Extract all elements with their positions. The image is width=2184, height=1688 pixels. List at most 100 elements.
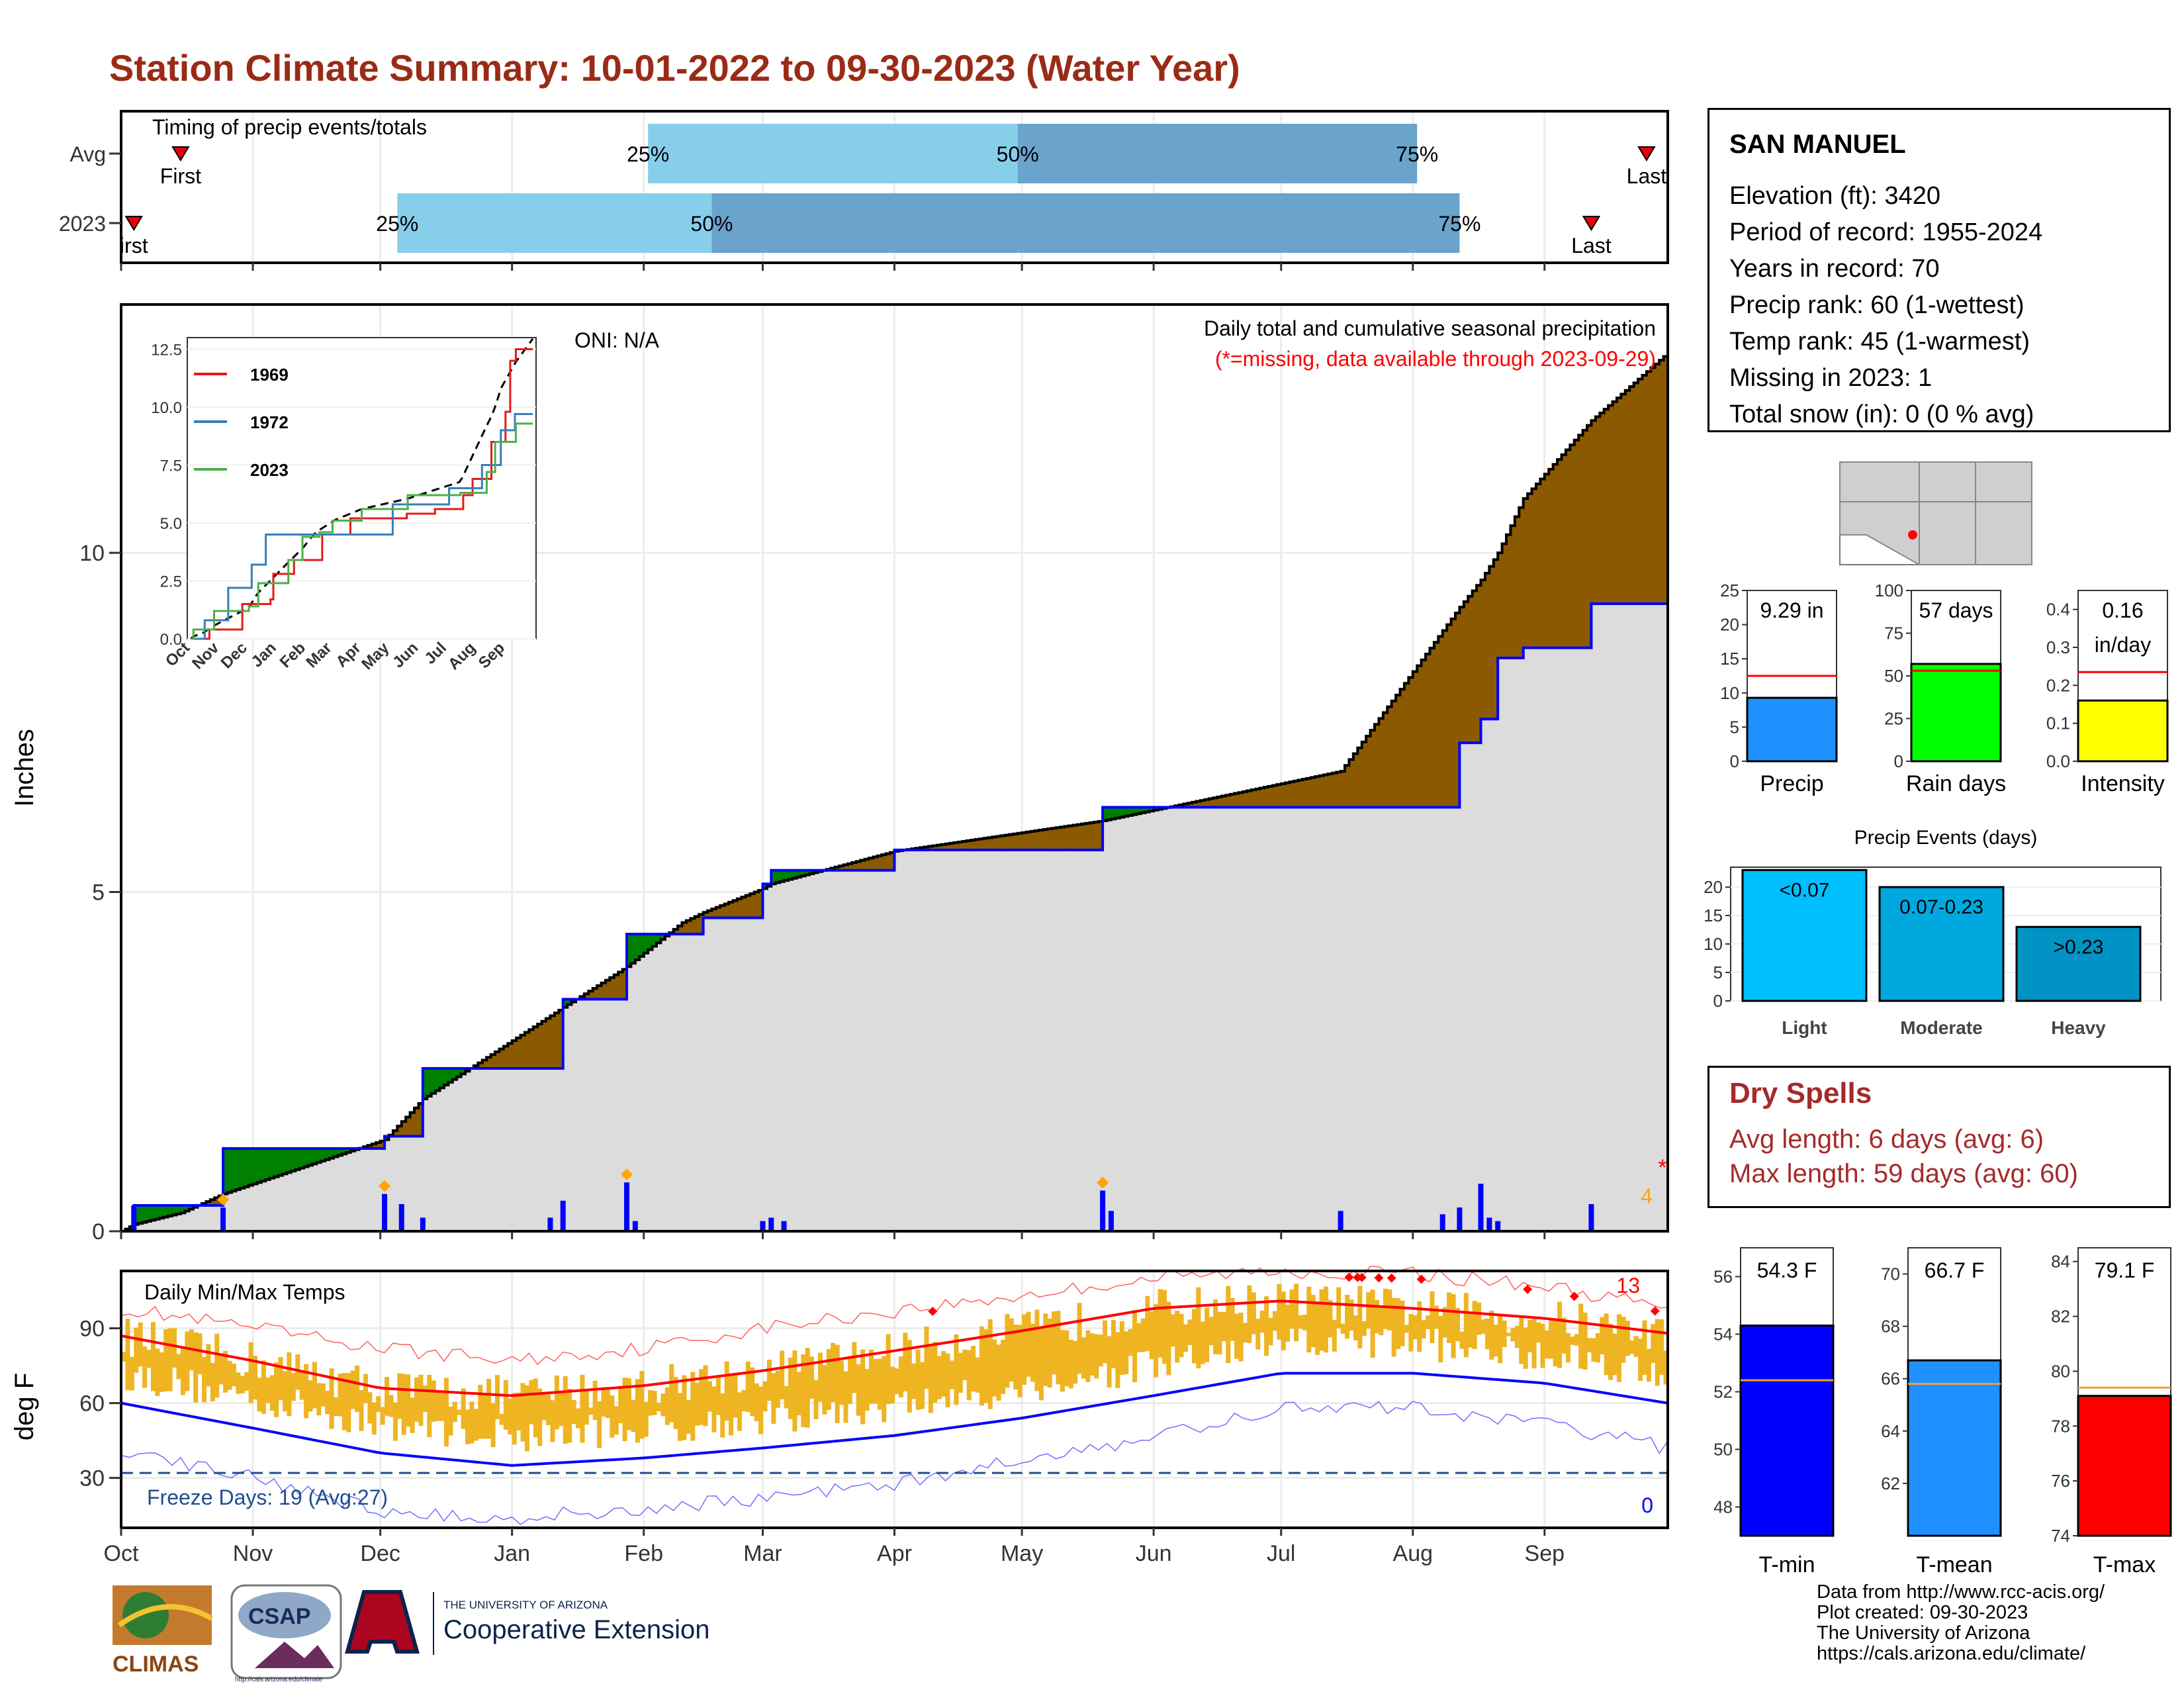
daily-temp-bar: [1396, 1298, 1401, 1349]
departure-band: [882, 855, 887, 870]
daily-temp-bar: [1161, 1289, 1167, 1364]
departure-band: [673, 929, 678, 935]
departure-band: [1340, 771, 1345, 808]
daily-temp-bar: [758, 1386, 764, 1434]
departure-band: [648, 934, 653, 950]
daily-temp-bar: [461, 1388, 466, 1429]
average-max-line: [120, 1299, 1668, 1397]
y-tick-label: 60: [79, 1391, 105, 1417]
daily-temp-bar: [1549, 1318, 1554, 1359]
departure-band: [1404, 683, 1410, 808]
daily-temp-bar: [422, 1385, 428, 1413]
departure-band: [1302, 779, 1308, 808]
daily-temp-bar: [129, 1356, 134, 1391]
departure-band: [1489, 566, 1494, 720]
y-axis-label: Inches: [10, 729, 39, 807]
daily-temp-bar: [1298, 1315, 1303, 1329]
csap-logo-url: http://cals.arizona.edu/climate: [235, 1676, 323, 1683]
daily-temp-bar: [414, 1377, 420, 1422]
daily-temp-bar: [223, 1350, 228, 1393]
daily-temp-bar: [958, 1352, 963, 1393]
credit-line: Plot created: 09-30-2023: [1817, 1602, 2028, 1623]
inset-series-line: [191, 348, 533, 640]
temp-bar-y-tick-label: 80: [2051, 1361, 2070, 1381]
daily-temp-bar: [1519, 1315, 1524, 1364]
departure-band: [1196, 801, 1201, 808]
daily-temp-bar: [1527, 1320, 1533, 1352]
daily-temp-bar: [1103, 1320, 1108, 1364]
station-temp-rank: Temp rank: 45 (1-warmest): [1729, 328, 2030, 355]
daily-temp-bar: [1391, 1297, 1396, 1357]
daily-temp-bar: [652, 1390, 657, 1415]
record-marker: [1387, 1273, 1396, 1283]
daily-temp-bar: [1379, 1305, 1384, 1336]
daily-temp-bar: [635, 1379, 640, 1443]
daily-temp-bar: [1421, 1320, 1426, 1338]
departure-band: [563, 999, 568, 1008]
daily-temp-bar: [1213, 1299, 1218, 1355]
departure-band: [406, 1117, 411, 1137]
daily-precip-bar: [1439, 1214, 1445, 1231]
departure-band: [1570, 445, 1575, 648]
departure-band: [979, 839, 985, 851]
daily-temp-bar: [643, 1401, 649, 1437]
dry-spells-avg: Avg length: 6 days (avg: 6): [1729, 1125, 2044, 1154]
events-title: Precip Events (days): [1854, 827, 2038, 849]
daily-temp-bar: [945, 1353, 950, 1407]
timing-bar-upper: [711, 193, 1460, 253]
daily-temp-bar: [1498, 1313, 1503, 1364]
departure-band: [1544, 474, 1550, 648]
dry-spells-box: Dry Spells Avg length: 6 days (avg: 6) M…: [1707, 1066, 2171, 1208]
precip-missing-note: (*=missing, data available through 2023-…: [1215, 347, 1656, 371]
daily-temp-bar: [1570, 1336, 1575, 1345]
departure-band: [758, 890, 764, 918]
departure-band: [801, 870, 806, 876]
daily-temp-bar: [1272, 1311, 1277, 1331]
departure-band: [1612, 401, 1617, 604]
daily-temp-bar: [316, 1383, 322, 1416]
departure-band: [1230, 794, 1235, 808]
daily-temp-bar: [1353, 1315, 1358, 1340]
daily-temp-bar: [435, 1391, 441, 1421]
daily-temp-bar: [227, 1360, 232, 1390]
departure-band: [461, 1068, 466, 1074]
daily-temp-bar: [1587, 1338, 1592, 1352]
events-y-tick-label: 0: [1713, 991, 1723, 1011]
departure-band: [1005, 835, 1010, 851]
record-marker: [1569, 1291, 1579, 1301]
daily-temp-bar: [363, 1374, 368, 1403]
daily-temp-bar: [886, 1334, 891, 1405]
departure-band: [1119, 807, 1124, 818]
departure-band: [1221, 796, 1227, 808]
departure-band: [1502, 543, 1507, 658]
daily-temp-bar: [750, 1367, 755, 1417]
daily-temp-bar: [1345, 1295, 1350, 1339]
departure-band: [686, 920, 692, 935]
departure-band: [567, 999, 572, 1005]
departure-band: [1154, 807, 1159, 810]
departure-band: [422, 1068, 428, 1100]
daily-temp-bar: [1030, 1323, 1035, 1382]
departure-band: [924, 847, 929, 851]
departure-band: [1582, 430, 1588, 648]
inset-y-tick-label: 12.5: [151, 342, 182, 359]
departure-band: [142, 1205, 148, 1223]
daily-temp-bar: [1191, 1309, 1197, 1364]
departure-band: [868, 858, 874, 870]
daily-temp-bar: [1625, 1321, 1630, 1356]
credit-line: Data from http://www.rcc-acis.org/: [1817, 1581, 2105, 1603]
departure-band: [703, 912, 708, 918]
departure-band: [159, 1205, 165, 1219]
daily-temp-bar: [1255, 1319, 1261, 1350]
daily-temp-bar: [371, 1402, 377, 1435]
daily-temp-bar: [1595, 1333, 1600, 1363]
daily-temp-bar: [631, 1399, 636, 1432]
mini-bar-label: Rain days: [1906, 771, 2006, 796]
departure-band: [958, 841, 964, 851]
departure-band: [1064, 826, 1069, 851]
events-y-tick-label: 20: [1704, 877, 1723, 897]
daily-temp-bar: [831, 1342, 836, 1402]
daily-temp-bar: [1064, 1330, 1069, 1387]
departure-band: [1396, 694, 1401, 808]
daily-temp-bar: [924, 1327, 929, 1389]
